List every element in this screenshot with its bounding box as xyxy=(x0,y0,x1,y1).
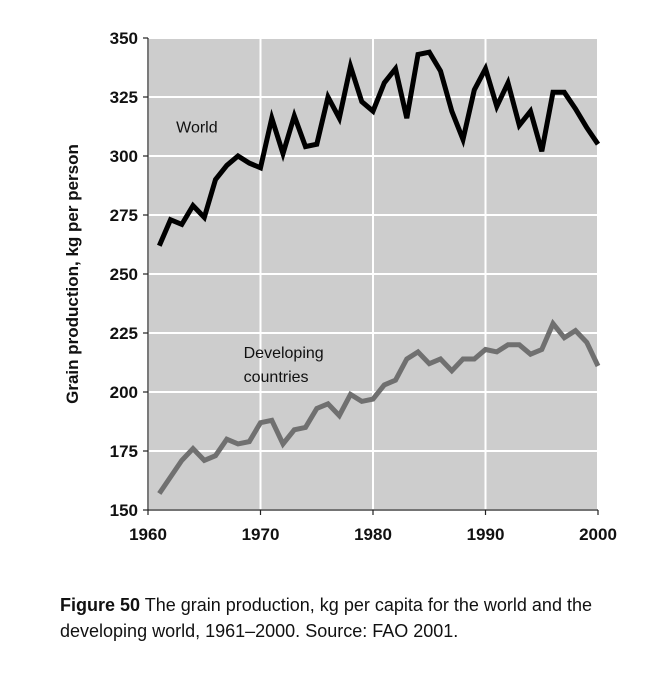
grain-production-chart: 1960 1970 1980 1990 2000 150 175 200 225 250 275 3… xyxy=(63,29,617,544)
figure-caption: Figure 50 The grain production, kg per c… xyxy=(60,592,620,644)
x-tick-label: 2000 xyxy=(579,525,617,544)
x-tick-label: 1970 xyxy=(242,525,280,544)
series-labels: World Developing countries xyxy=(176,119,324,385)
developing-countries-line xyxy=(157,318,601,495)
developing-countries-label: Developing countries xyxy=(244,345,324,386)
caption-text: The grain production, kg per capita for … xyxy=(60,595,592,641)
y-tick-label: 300 xyxy=(110,147,138,166)
x-tick-labels: 1960 1970 1980 1990 2000 xyxy=(129,510,617,544)
y-tick-label: 275 xyxy=(110,206,138,225)
x-tick-label: 1990 xyxy=(467,525,505,544)
y-tick-label: 250 xyxy=(110,265,138,284)
developing-countries-label-line: Developing xyxy=(244,345,324,362)
x-tick-label: 1980 xyxy=(354,525,392,544)
y-tick-label: 200 xyxy=(110,383,138,402)
world-label: World xyxy=(176,119,218,136)
y-tick-label: 325 xyxy=(110,88,138,107)
y-tick-label: 350 xyxy=(110,29,138,48)
world-line xyxy=(157,49,601,247)
y-tick-labels: 150 175 200 225 250 275 300 325 350 xyxy=(110,29,148,520)
developing-countries-label-line: countries xyxy=(244,369,309,386)
world-label-line: World xyxy=(176,119,218,136)
series-lines xyxy=(157,49,601,495)
y-axis-title: Grain production, kg per person xyxy=(63,144,82,404)
x-tick-label: 1960 xyxy=(129,525,167,544)
figure-number: Figure 50 xyxy=(60,595,141,615)
y-tick-label: 175 xyxy=(110,442,138,461)
y-tick-label: 150 xyxy=(110,501,138,520)
y-tick-label: 225 xyxy=(110,324,138,343)
